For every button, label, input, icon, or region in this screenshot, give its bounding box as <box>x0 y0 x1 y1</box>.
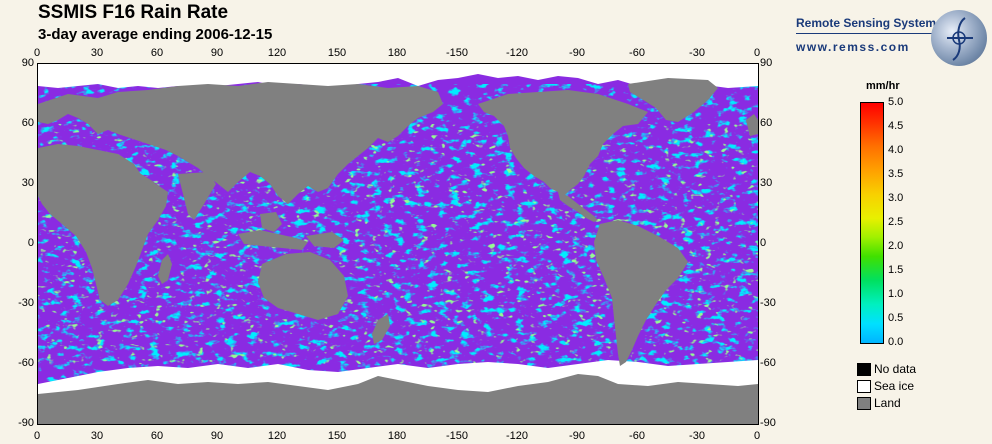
north-america-land <box>478 90 648 196</box>
colorbar-tick: 3.5 <box>888 168 904 180</box>
borneo-land <box>260 212 282 232</box>
map-subtitle: 3-day average ending 2006-12-15 <box>38 26 273 43</box>
lon-tick-bottom: -30 <box>689 430 705 442</box>
lat-tick-right: -90 <box>760 417 776 429</box>
lat-tick-left: 0 <box>27 237 34 249</box>
colorbar-tick: 2.5 <box>888 216 904 228</box>
lat-tick-left: -30 <box>18 297 34 309</box>
colorbar-tick: 0.5 <box>888 312 904 324</box>
lon-tick-bottom: 0 <box>753 430 761 442</box>
lon-tick-bottom: 0 <box>33 430 41 442</box>
lon-tick-bottom: 150 <box>327 430 347 442</box>
legend-swatch <box>857 397 871 410</box>
brand-rule <box>796 33 952 34</box>
legend-label: Sea ice <box>874 379 915 393</box>
lon-tick-bottom: 180 <box>387 430 407 442</box>
lat-tick-right: 0 <box>760 237 767 249</box>
lon-tick-top: 150 <box>327 47 347 59</box>
lon-tick-top: 120 <box>267 47 287 59</box>
map-canvas <box>38 64 758 424</box>
map-title: SSMIS F16 Rain Rate <box>38 2 229 23</box>
colorbar-tick: 1.0 <box>888 288 904 300</box>
legend-swatch <box>857 380 871 393</box>
antarctica-land <box>38 374 758 424</box>
colorbar-tick: 4.5 <box>888 120 904 132</box>
south-america-land <box>594 220 688 366</box>
colorbar-tick: 1.5 <box>888 264 904 276</box>
lat-tick-left: 60 <box>21 117 34 129</box>
rain-rate-map[interactable] <box>37 63 759 425</box>
lon-tick-top: 60 <box>150 47 164 59</box>
lon-tick-bottom: 120 <box>267 430 287 442</box>
lat-tick-left: 30 <box>21 177 34 189</box>
colorbar-tick: 3.0 <box>888 192 904 204</box>
colorbar-tick: 4.0 <box>888 144 904 156</box>
lat-tick-right: 60 <box>760 117 773 129</box>
lon-tick-top: 30 <box>90 47 104 59</box>
lon-tick-top: -120 <box>505 47 529 59</box>
lat-tick-right: 30 <box>760 177 773 189</box>
colorbar-unit: mm/hr <box>866 80 900 92</box>
lon-tick-top: 180 <box>387 47 407 59</box>
brand-url[interactable]: www.remss.com <box>796 40 910 54</box>
lon-tick-bottom: 60 <box>150 430 164 442</box>
lat-tick-left: 90 <box>21 57 34 69</box>
colorbar-tick: 2.0 <box>888 240 904 252</box>
lon-tick-bottom: -150 <box>445 430 469 442</box>
lon-tick-top: -90 <box>569 47 585 59</box>
lat-tick-left: -60 <box>18 357 34 369</box>
lon-tick-top: 90 <box>210 47 224 59</box>
lon-tick-top: -30 <box>689 47 705 59</box>
madagascar-land <box>158 254 172 284</box>
japan-land <box>304 152 322 178</box>
brand-name[interactable]: Remote Sensing Systems <box>796 16 943 30</box>
lon-tick-bottom: 90 <box>210 430 224 442</box>
lon-tick-top: -60 <box>629 47 645 59</box>
legend-label: No data <box>874 362 917 376</box>
india-land <box>178 172 216 220</box>
lon-tick-bottom: 30 <box>90 430 104 442</box>
central-america-land <box>558 192 598 222</box>
arabia-land <box>108 172 158 202</box>
lat-tick-right: 90 <box>760 57 773 69</box>
globe-logo-symbol-icon <box>947 17 973 61</box>
lon-tick-top: 0 <box>33 47 41 59</box>
lon-tick-top: -150 <box>445 47 469 59</box>
legend-label: Land <box>874 396 901 410</box>
eurasia-land <box>38 82 443 204</box>
uk-land <box>746 114 758 136</box>
australia-land <box>258 252 348 320</box>
legend-swatch <box>857 363 871 376</box>
lat-tick-right: -30 <box>760 297 776 309</box>
greenland-land <box>628 78 718 122</box>
new-guinea-land <box>306 232 344 248</box>
lon-tick-bottom: -90 <box>569 430 585 442</box>
new-zealand-land <box>372 314 390 344</box>
colorbar <box>860 102 884 344</box>
indonesia-land <box>238 230 308 250</box>
lon-tick-bottom: -60 <box>629 430 645 442</box>
lon-tick-top: 0 <box>753 47 761 59</box>
lon-tick-bottom: -120 <box>505 430 529 442</box>
colorbar-tick: 0.0 <box>888 336 904 348</box>
lat-tick-right: -60 <box>760 357 776 369</box>
lat-tick-left: -90 <box>18 417 34 429</box>
arctic-sea-ice <box>38 64 758 88</box>
colorbar-tick: 5.0 <box>888 96 904 108</box>
